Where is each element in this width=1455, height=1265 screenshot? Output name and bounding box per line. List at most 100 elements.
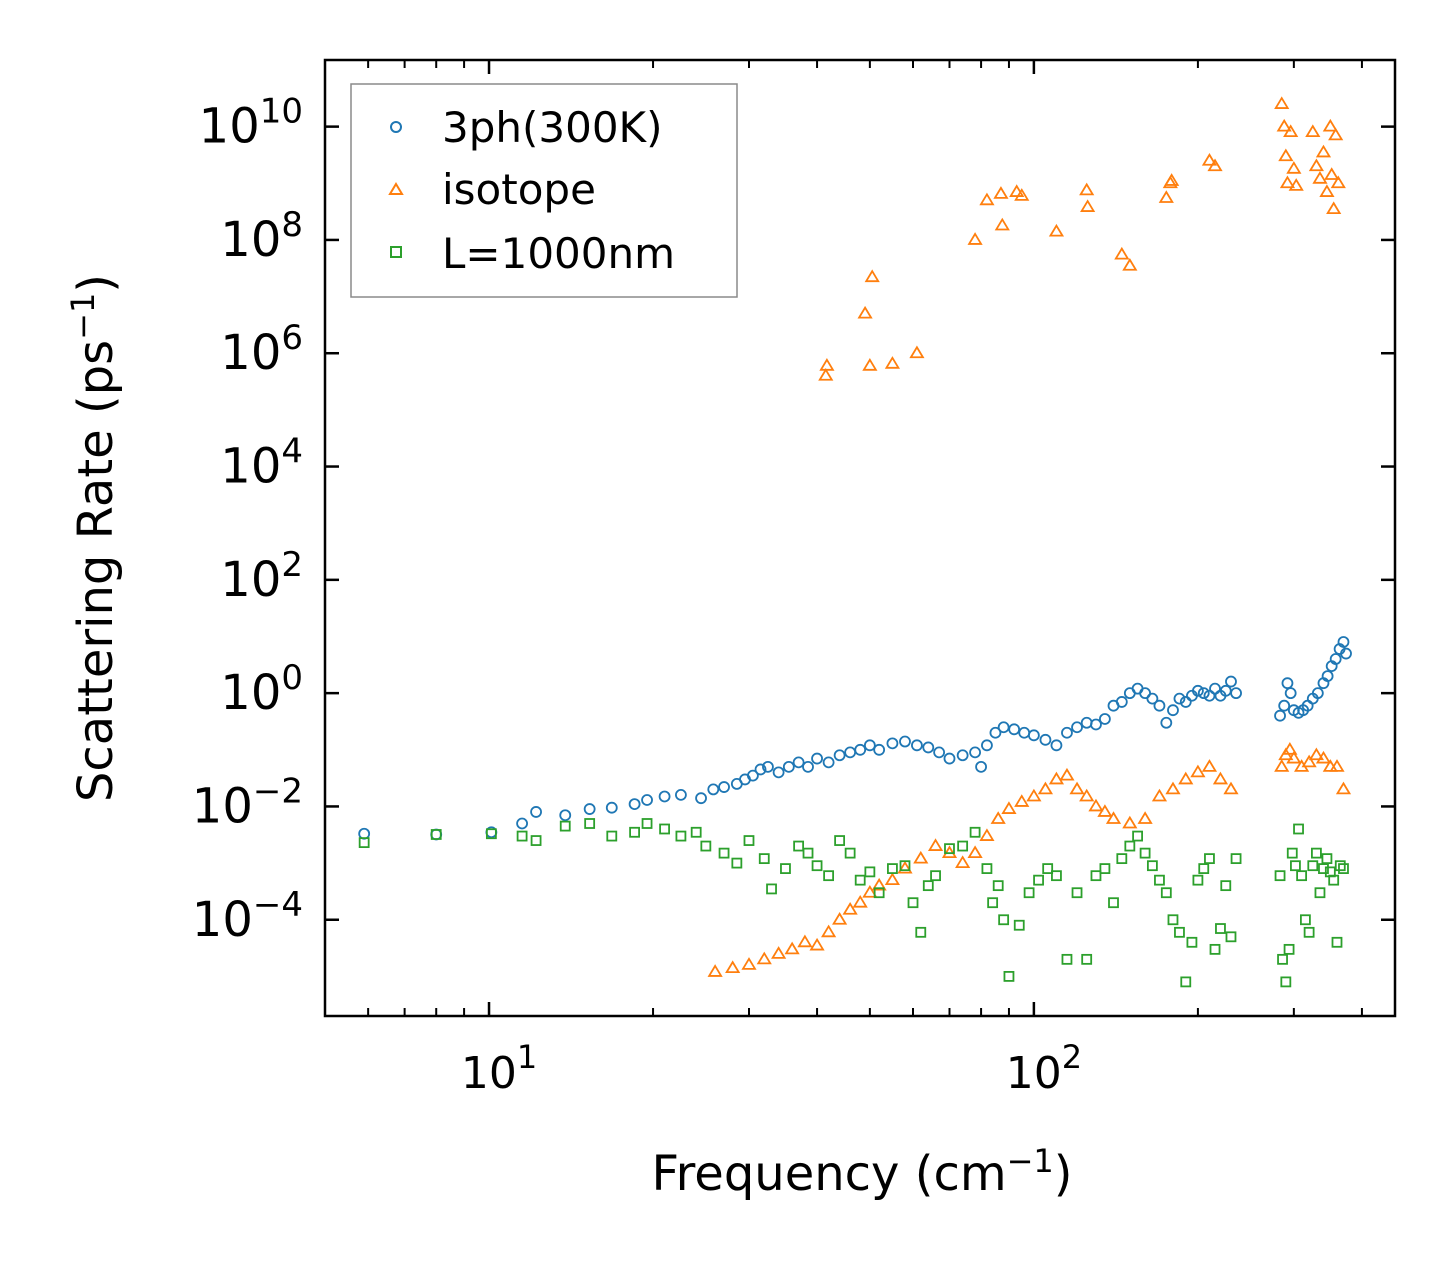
triangle-point <box>1282 742 1298 755</box>
x-axis-label: Frequency (cm−1) <box>651 1142 1072 1202</box>
triangle-point <box>897 860 913 874</box>
circle-point <box>746 769 759 782</box>
triangle-point <box>771 946 787 959</box>
triangle-point <box>1322 118 1338 132</box>
square-point <box>1296 870 1308 882</box>
triangle-point <box>994 217 1010 231</box>
y-tick-label-exp: 10 <box>260 92 303 132</box>
circle-point <box>1061 726 1073 739</box>
triangle-point <box>1190 764 1206 778</box>
square-point <box>1311 847 1322 859</box>
square-point <box>987 897 999 909</box>
triangle-point <box>1201 152 1218 166</box>
square-point <box>823 870 835 882</box>
legend-entry-l1000nm: L=1000nm <box>390 229 675 278</box>
circle-point <box>1230 687 1242 700</box>
square-point <box>1081 953 1093 965</box>
triangle-point <box>1279 175 1296 189</box>
square-point <box>516 830 528 842</box>
square-point <box>1293 823 1304 835</box>
triangle-point <box>1328 127 1344 141</box>
circle-point <box>989 726 1002 739</box>
y-tick-label-exp: 2 <box>281 545 303 585</box>
square-point <box>1220 880 1232 892</box>
square-point <box>1307 860 1319 872</box>
triangle-point <box>1274 759 1290 772</box>
circle-point <box>1050 739 1063 752</box>
series-1 <box>358 636 1352 841</box>
triangle-point <box>756 951 772 965</box>
triangle-point <box>832 912 848 925</box>
triangle-point <box>909 345 925 359</box>
square-point <box>1160 887 1172 899</box>
circle-point <box>1008 723 1021 736</box>
circle-point <box>811 752 823 765</box>
triangle-point <box>819 358 835 371</box>
circle-point <box>1115 696 1128 708</box>
square-point <box>1303 926 1315 938</box>
square-point <box>1338 863 1349 874</box>
triangle-point <box>913 850 929 864</box>
square-point <box>1318 863 1329 874</box>
square-point <box>1108 897 1119 909</box>
triangle-point <box>818 368 834 381</box>
triangle-point <box>1308 158 1324 172</box>
square-point <box>1061 953 1073 965</box>
triangle-point <box>1079 182 1095 196</box>
square-point <box>731 857 743 869</box>
square-point <box>700 840 712 852</box>
square-point <box>1209 943 1221 955</box>
square-point <box>930 870 941 882</box>
legend-label-isotope: isotope <box>442 165 596 214</box>
triangle-point <box>1048 223 1065 237</box>
triangle-point <box>1080 199 1096 212</box>
triangle-point <box>864 269 880 283</box>
triangle-point <box>1286 750 1302 764</box>
circle-point <box>1139 687 1152 700</box>
square-point <box>1116 853 1128 865</box>
circle-point <box>899 735 911 748</box>
circle-point <box>1018 726 1031 739</box>
circle-point <box>641 794 653 806</box>
triangle-point <box>1207 158 1223 172</box>
triangle-point <box>784 941 800 955</box>
triangle-point <box>1009 184 1025 197</box>
triangle-point <box>842 902 858 915</box>
square-point <box>1314 887 1326 899</box>
circle-point <box>822 756 835 769</box>
square-point <box>690 826 702 838</box>
circle-point <box>802 760 814 773</box>
square-point <box>998 914 1010 926</box>
circle-point <box>628 798 641 811</box>
circle-point <box>675 788 687 801</box>
x-axis-label-sup: −1 <box>1007 1142 1054 1180</box>
square-point <box>606 830 618 842</box>
y-tick-label-base: 10 <box>220 325 281 381</box>
triangle-point <box>1048 771 1065 785</box>
circle-point <box>605 801 618 814</box>
square-point <box>834 835 846 846</box>
square-point <box>915 926 927 938</box>
triangle-point <box>967 845 983 859</box>
x-axis-label-tail: ) <box>1054 1146 1073 1202</box>
triangle-point <box>1014 794 1030 807</box>
circle-point <box>1337 636 1350 648</box>
y-tick-label-base: 10 <box>220 552 281 608</box>
triangle-point <box>1278 148 1294 162</box>
circle-point <box>1080 716 1093 729</box>
triangle-point <box>1274 96 1290 109</box>
square-point <box>1321 853 1333 865</box>
circle-point <box>1197 687 1210 700</box>
circle-point <box>583 803 596 815</box>
y-tick-label: 1010 <box>199 92 303 155</box>
circle-point <box>695 792 707 805</box>
triangle-point <box>1329 759 1345 772</box>
x-tick-label-exp: 1 <box>517 1038 537 1076</box>
square-point <box>1204 853 1215 865</box>
square-point <box>358 837 370 849</box>
circle-point <box>762 760 774 773</box>
square-point <box>1283 943 1295 955</box>
square-point <box>873 887 885 899</box>
square-point <box>1003 971 1015 982</box>
y-tick-label: 100 <box>220 658 303 721</box>
